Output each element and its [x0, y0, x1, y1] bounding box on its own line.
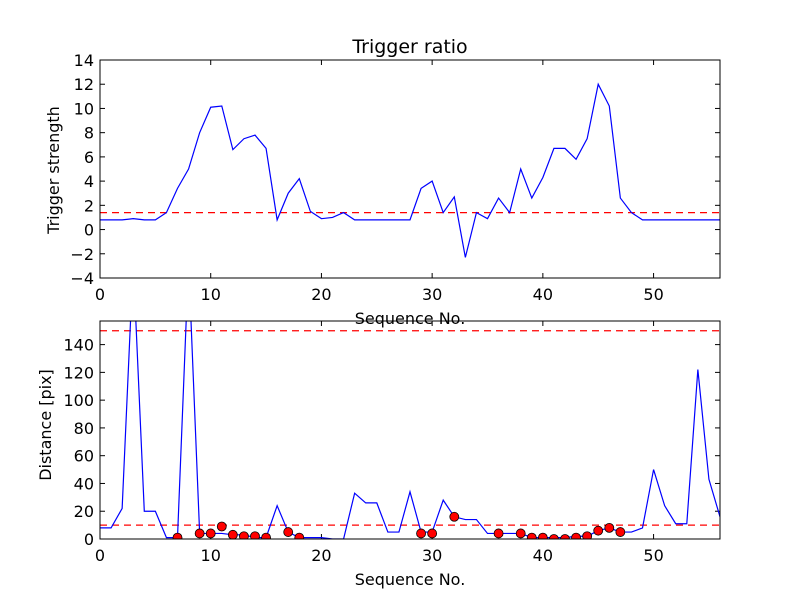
y-tick-label: 80 [74, 419, 94, 438]
y-tick-label: 6 [84, 148, 94, 167]
trigger-ratio-panel: Trigger ratio 0 10 20 30 40 50 −4 −2 0 2 4 6 8 10 12 14… [44, 36, 721, 328]
series-line [100, 82, 720, 258]
y-tick-label: 10 [74, 99, 94, 118]
chart-title: Trigger ratio [351, 36, 467, 58]
x-tick-label: 50 [643, 546, 663, 565]
distance-panel: 0 10 20 30 40 50 0 20 40 60 80 100 120 140 Sequence N… [36, 320, 721, 589]
x-tick-label: 30 [422, 285, 442, 304]
x-axis-label: Sequence No. [355, 309, 466, 328]
x-tick-label: 0 [95, 285, 105, 304]
data-point [526, 532, 537, 539]
y-tick-label: 20 [74, 502, 94, 521]
data-point [615, 527, 626, 537]
x-tick-label: 40 [533, 546, 553, 565]
y-tick-label: −2 [70, 245, 94, 264]
data-point [172, 532, 183, 539]
y-tick-label: 100 [63, 391, 94, 410]
data-point [427, 528, 438, 539]
data-point [537, 532, 548, 539]
plot-area [100, 82, 720, 258]
data-point [515, 528, 526, 539]
y-tick-label: 0 [84, 221, 94, 240]
x-tick-label: 20 [311, 285, 331, 304]
y-tick-label: 14 [74, 51, 94, 70]
y-tick-label: 60 [74, 447, 94, 466]
data-point [283, 527, 294, 537]
data-point [227, 529, 238, 539]
y-tick-label: 2 [84, 196, 94, 215]
data-point [416, 528, 426, 539]
data-point [216, 521, 227, 532]
y-tick-label: 4 [84, 172, 94, 191]
data-point [549, 534, 559, 539]
x-tick-label: 40 [533, 285, 553, 304]
data-point [205, 528, 216, 539]
x-tick-label: 10 [201, 546, 221, 565]
data-point [560, 534, 570, 539]
y-tick-label: 40 [74, 474, 94, 493]
tick-group: 0 10 20 30 40 50 0 20 40 60 80 100 120 140 [63, 321, 720, 565]
x-tick-label: 50 [643, 285, 663, 304]
data-point [250, 531, 260, 539]
x-tick-label: 10 [201, 285, 221, 304]
y-axis-label: Trigger strength [44, 106, 63, 235]
data-point [582, 531, 593, 539]
data-point [604, 522, 615, 533]
x-tick-label: 20 [311, 546, 331, 565]
data-point [194, 528, 205, 539]
y-tick-label: 12 [74, 75, 94, 94]
data-point [239, 531, 249, 539]
data-point [493, 528, 504, 539]
data-point [571, 532, 581, 539]
axes-frame [99, 320, 721, 540]
y-tick-label: −4 [70, 269, 94, 288]
tick-group: 0 10 20 30 40 50 −4 −2 0 2 4 6 8 10 12 14 [70, 51, 720, 304]
plot-area [100, 321, 720, 539]
x-tick-label: 0 [95, 546, 105, 565]
y-tick-label: 0 [84, 530, 94, 549]
data-point [261, 532, 271, 539]
x-tick-label: 30 [422, 546, 442, 565]
y-tick-label: 140 [63, 336, 94, 355]
data-point [294, 532, 305, 539]
y-tick-label: 8 [84, 124, 94, 143]
data-point [593, 525, 604, 536]
data-point [449, 511, 460, 522]
axes-frame [99, 59, 721, 279]
y-axis-label: Distance [pix] [36, 369, 55, 481]
y-tick-label: 120 [63, 363, 94, 382]
x-axis-label: Sequence No. [355, 570, 466, 589]
